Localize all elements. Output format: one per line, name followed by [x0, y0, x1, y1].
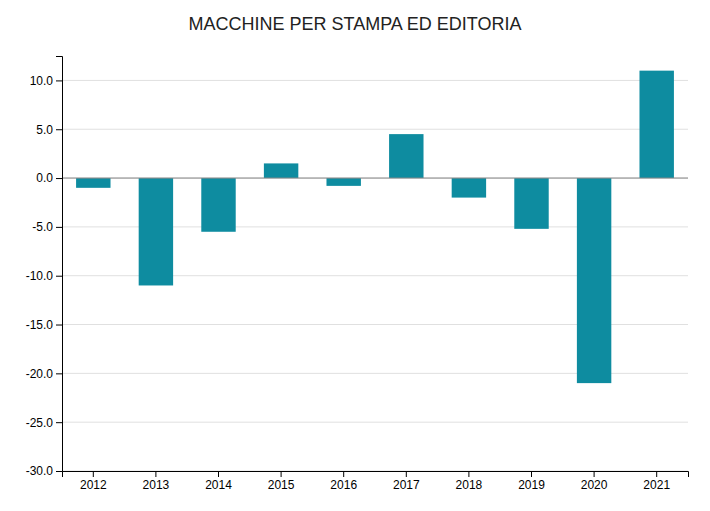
y-tick-label: 5.0 — [36, 123, 53, 137]
y-axis: -30.0 -25.0 -20.0 -15.0 -10.0 -5.0 0.0 5.0 10.0 — [26, 57, 63, 479]
y-tick-label: -15.0 — [26, 318, 54, 332]
y-tick: 5.0 — [36, 123, 62, 137]
x-tick-label: 2020 — [581, 478, 608, 492]
y-tick: 10.0 — [30, 74, 62, 88]
x-tick: 2020 — [581, 471, 608, 492]
x-tick-label: 2013 — [143, 478, 170, 492]
x-tick-label: 2015 — [268, 478, 295, 492]
x-axis-line — [63, 472, 689, 478]
x-axis: 2012 2013 2014 2015 2016 2017 2018 2019 2020 2021 — [63, 471, 689, 492]
x-tick: 2014 — [205, 471, 232, 492]
y-tick: -10.0 — [26, 269, 62, 283]
y-tick-label: -5.0 — [32, 220, 53, 234]
x-tick: 2019 — [518, 471, 545, 492]
x-tick-label: 2017 — [393, 478, 420, 492]
y-tick: -5.0 — [32, 220, 62, 234]
x-tick-mark — [531, 471, 532, 477]
x-tick: 2012 — [80, 471, 107, 492]
y-tick-mark — [56, 276, 62, 277]
x-tick-mark — [343, 471, 344, 477]
bar — [76, 178, 110, 188]
bars — [76, 71, 674, 383]
x-tick-label: 2019 — [518, 478, 545, 492]
y-tick-mark — [56, 80, 62, 81]
x-tick-label: 2018 — [456, 478, 483, 492]
y-tick: -30.0 — [26, 464, 62, 478]
y-tick-label: -20.0 — [26, 367, 54, 381]
title: MACCHINE PER STAMPA ED EDITORIA — [188, 14, 521, 34]
y-tick: -25.0 — [26, 416, 62, 430]
grid-line — [62, 129, 688, 130]
x-tick-mark — [656, 471, 657, 477]
bar — [139, 178, 173, 285]
bar — [201, 178, 235, 232]
x-tick: 2016 — [330, 471, 357, 492]
y-tick-mark — [56, 227, 62, 228]
y-tick: -15.0 — [26, 318, 62, 332]
grid-line — [62, 80, 688, 81]
x-tick-label: 2014 — [205, 478, 232, 492]
y-tick-label: 10.0 — [30, 74, 54, 88]
x-tick-mark — [155, 471, 156, 477]
y-tick-label: 0.0 — [36, 171, 53, 185]
y-tick-label: -25.0 — [26, 416, 54, 430]
y-tick: -20.0 — [26, 367, 62, 381]
x-tick: 2018 — [456, 471, 483, 492]
y-axis-line — [56, 57, 63, 472]
x-tick-label: 2021 — [643, 478, 670, 492]
zero-line — [62, 178, 688, 179]
y-tick-mark — [56, 373, 62, 374]
x-tick-mark — [218, 471, 219, 477]
x-tick: 2015 — [268, 471, 295, 492]
x-tick-label: 2016 — [330, 478, 357, 492]
x-tick: 2013 — [143, 471, 170, 492]
y-tick-label: -10.0 — [26, 269, 54, 283]
x-tick: 2021 — [643, 471, 670, 492]
y-tick-label: -30.0 — [26, 464, 54, 478]
bar — [514, 178, 548, 229]
y-tick: 0.0 — [36, 171, 62, 185]
y-tick-mark — [56, 422, 62, 423]
grid-line — [62, 178, 688, 179]
bar — [577, 178, 611, 383]
bar — [452, 178, 486, 198]
x-tick-mark — [468, 471, 469, 477]
bar — [389, 134, 423, 178]
x-tick: 2017 — [393, 471, 420, 492]
x-tick-mark — [406, 471, 407, 477]
bar — [264, 163, 298, 178]
x-tick-label: 2012 — [80, 478, 107, 492]
x-tick-mark — [594, 471, 595, 477]
y-tick-mark — [56, 471, 62, 472]
bar — [326, 178, 360, 186]
y-tick-mark — [56, 129, 62, 130]
grid — [62, 80, 688, 471]
chart: -30.0 -25.0 -20.0 -15.0 -10.0 -5.0 0.0 5.0 10.0 2… — [0, 0, 710, 511]
y-tick-mark — [56, 178, 62, 179]
y-tick-mark — [56, 325, 62, 326]
x-tick-mark — [93, 471, 94, 477]
x-tick-mark — [281, 471, 282, 477]
plot-area: -30.0 -25.0 -20.0 -15.0 -10.0 -5.0 0.0 5.0 10.0 2… — [26, 57, 689, 492]
grid-line — [62, 422, 688, 423]
bar — [639, 71, 673, 178]
